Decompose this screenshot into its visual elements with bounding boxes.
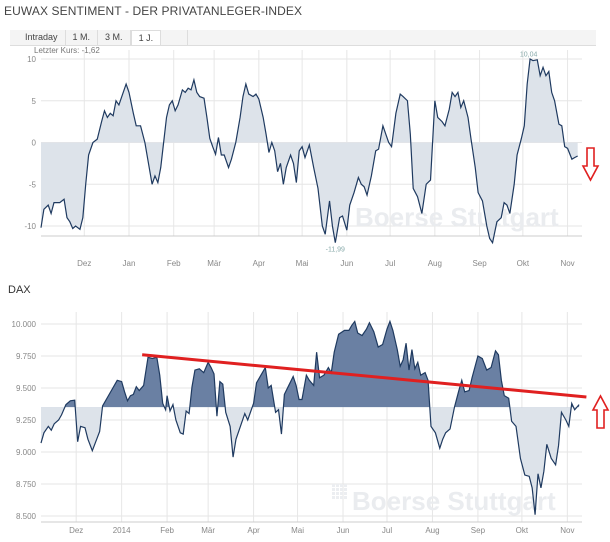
tab-intraday[interactable]: Intraday — [18, 30, 66, 45]
watermark-dot — [332, 488, 335, 491]
watermark-dot — [336, 484, 339, 487]
x-tick-label: Jun — [340, 259, 353, 268]
x-tick-label: Mai — [296, 259, 309, 268]
x-tick-label: Jul — [385, 259, 395, 268]
x-tick-label: Jan — [123, 259, 136, 268]
x-tick-label: Jun — [337, 526, 350, 535]
watermark-logo: Boerse Stuttgart — [335, 196, 559, 232]
y-tick-label: 10 — [27, 55, 36, 64]
page-title: EUWAX SENTIMENT - DER PRIVATANLEGER-INDE… — [4, 4, 303, 18]
watermark-dot — [336, 492, 339, 495]
area-fill-below — [41, 407, 577, 515]
x-tick-label: Mai — [291, 526, 304, 535]
area-fill-above — [41, 321, 580, 408]
watermark-dot — [340, 484, 343, 487]
area-fill-below — [41, 142, 578, 243]
x-tick-label: Aug — [428, 259, 442, 268]
x-tick-label: 2014 — [113, 526, 131, 535]
watermark-dot — [336, 488, 339, 491]
tab-1m[interactable]: 1 M. — [66, 30, 99, 45]
x-tick-label: Jul — [382, 526, 392, 535]
x-tick-label: Apr — [253, 259, 266, 268]
x-tick-label: Aug — [425, 526, 439, 535]
y-tick-label: 9.250 — [16, 416, 37, 425]
watermark-logo: Boerse Stuttgart — [332, 484, 556, 516]
y-tick-label: 5 — [32, 97, 37, 106]
x-tick-label: Okt — [516, 526, 529, 535]
x-tick-label: Nov — [560, 259, 574, 268]
sentiment-chart: Dez Jan Feb Mär Apr Mai Jun Jul Aug Sep Okt Nov 10 5 0… — [24, 50, 600, 268]
trendline — [142, 353, 587, 399]
watermark-dot — [340, 488, 343, 491]
max-value-label: 10,04 — [520, 52, 538, 59]
tab-3m[interactable]: 3 M. — [98, 30, 131, 45]
dax-chart: Dez 2014 Feb Mär Apr Mai Jun Jul Aug Sep Okt Nov 10.… — [12, 312, 610, 535]
watermark-dot — [332, 484, 335, 487]
x-tick-label: Feb — [167, 259, 181, 268]
y-tick-label: 9.000 — [16, 448, 37, 457]
x-tick-label: Mär — [207, 259, 221, 268]
watermark-dot — [332, 492, 335, 495]
tab-extra[interactable] — [161, 30, 189, 45]
watermark-dot — [340, 492, 343, 495]
watermark-text: Boerse Stuttgart — [352, 486, 556, 516]
series-line — [40, 319, 580, 515]
watermark-text: Boerse Stuttgart — [355, 202, 559, 232]
y-tick-label: 9.500 — [16, 384, 37, 393]
watermark-dot — [336, 496, 339, 499]
x-tick-label: Dez — [69, 526, 83, 535]
up-arrow-icon — [591, 394, 610, 429]
x-tick-label: Dez — [77, 259, 91, 268]
x-tick-label: Feb — [160, 526, 174, 535]
watermark-dot — [332, 496, 335, 499]
x-tick-label: Nov — [560, 526, 574, 535]
x-tick-label: Mär — [201, 526, 215, 535]
watermark-dot — [344, 484, 347, 487]
x-tick-label: Okt — [517, 259, 530, 268]
watermark-dot — [344, 492, 347, 495]
y-tick-label: -5 — [29, 180, 37, 189]
y-tick-label: 8.750 — [16, 480, 37, 489]
min-value-label: -11,99 — [326, 247, 345, 254]
watermark-dot — [340, 496, 343, 499]
series-line — [40, 58, 578, 245]
last-price: Letzter Kurs: -1,62 — [34, 46, 100, 55]
tab-1j[interactable]: 1 J. — [130, 30, 162, 45]
x-tick-label: Sep — [471, 526, 486, 535]
x-tick-label: Apr — [247, 526, 260, 535]
watermark-dot — [344, 488, 347, 491]
watermark-dot — [344, 496, 347, 499]
y-tick-label: 0 — [32, 139, 37, 148]
y-tick-label: 10.000 — [12, 320, 37, 329]
y-tick-label: -10 — [24, 222, 36, 231]
x-tick-label: Sep — [472, 259, 487, 268]
down-arrow-icon — [581, 147, 600, 182]
range-tabs: Intraday 1 M. 3 M. 1 J. — [18, 30, 189, 45]
dax-chart-title: DAX — [8, 284, 31, 296]
area-fill-above — [41, 59, 578, 143]
y-tick-label: 8.500 — [16, 512, 37, 521]
y-tick-label: 9.750 — [16, 352, 37, 361]
